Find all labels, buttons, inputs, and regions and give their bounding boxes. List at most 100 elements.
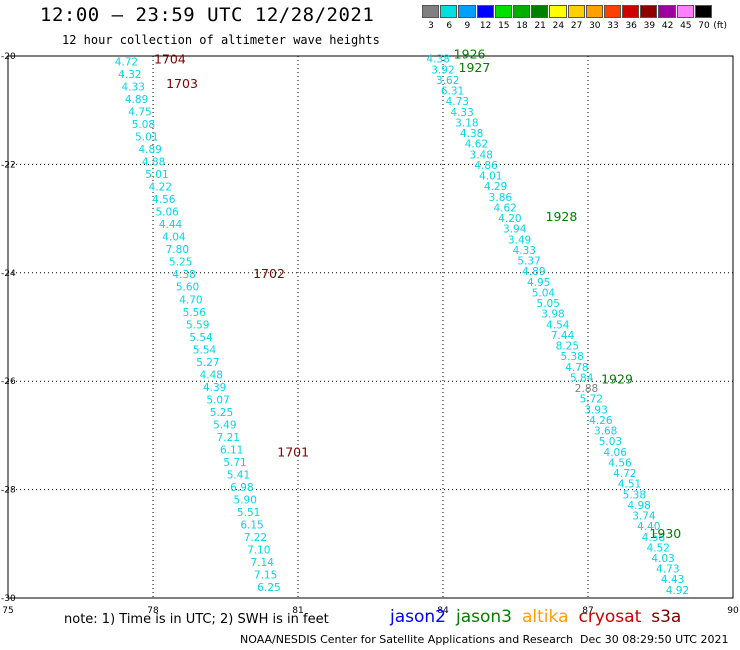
swh-value-label: 3.49: [508, 234, 531, 246]
pass-time-label: 1928: [546, 209, 578, 224]
satellite-legend-s3a: s3a: [651, 607, 682, 627]
scale-swatch-27: [567, 5, 585, 18]
swh-value-label: 4.72: [115, 56, 138, 68]
swh-value-label: 7.14: [251, 557, 275, 569]
scale-label-33: 33: [607, 21, 619, 31]
swh-value-label: 3.48: [470, 149, 493, 161]
scale-label-42: 42: [661, 21, 674, 31]
scale-label-45: 45: [680, 21, 692, 31]
scale-swatch-21: [531, 5, 549, 18]
scale-swatch-42: [658, 5, 676, 18]
satellite-legend-jason3: jason3: [456, 607, 512, 627]
y-tick-label: -22: [1, 160, 16, 170]
map-frame: [7, 55, 734, 599]
swh-value-label: 4.89: [522, 266, 545, 278]
swh-value-label: 5.59: [186, 319, 209, 331]
y-tick-label: -24: [1, 269, 16, 279]
pass-time-label: 1701: [277, 445, 309, 460]
swh-value-label: 5.37: [517, 256, 540, 268]
swh-value-label: 5.05: [537, 298, 560, 310]
swh-value-label: 5.01: [145, 169, 168, 181]
swh-value-label: 4.22: [149, 182, 172, 194]
swh-value-label: 7.80: [166, 244, 189, 256]
swh-value-label: 4.58: [642, 532, 665, 544]
swh-value-label: 8.25: [556, 341, 579, 353]
swh-value-label: 5.38: [623, 489, 646, 501]
satellite-legend-jason2: jason2: [390, 607, 446, 627]
scale-label-36: 36: [625, 21, 637, 31]
timestamp-text: Dec 30 08:29:50 UTC 2021: [580, 633, 729, 646]
swh-value-label: 4.73: [446, 96, 469, 108]
swh-value-label: 4.95: [527, 277, 550, 289]
pass-time-label: 1926: [454, 46, 486, 61]
swh-value-label: 4.33: [450, 107, 473, 119]
swh-value-label: 4.89: [125, 94, 148, 106]
pass-time-label: 1930: [649, 526, 681, 541]
swh-value-label: 4.73: [656, 564, 679, 576]
swh-value-label: 4.54: [546, 319, 570, 331]
footer-credit-line: NOAA/NESDIS Center for Satellite Applica…: [240, 633, 728, 646]
scale-swatch-70: [694, 5, 712, 18]
pass-time-label: 1704: [154, 52, 186, 67]
swh-value-label: 3.18: [455, 117, 478, 129]
color-scale-legend: [422, 5, 713, 18]
swh-value-label: 7.22: [244, 532, 267, 544]
page-title: 12:00 – 23:59 UTC 12/28/2021: [40, 4, 375, 26]
scale-label-24: 24: [552, 21, 565, 31]
swh-value-label: 4.86: [474, 160, 498, 172]
scale-swatch-15: [494, 5, 512, 18]
swh-value-label: 4.62: [493, 202, 516, 214]
scale-swatch-12: [476, 5, 494, 18]
scale-swatch-36: [622, 5, 640, 18]
swh-value-label: 5.27: [196, 357, 219, 369]
scale-label-12: 12: [479, 21, 492, 31]
scale-swatch-3: [422, 5, 440, 18]
scale-swatch-45: [676, 5, 694, 18]
pass-time-label: 1703: [166, 76, 198, 91]
swh-value-label: 5.01: [135, 132, 158, 144]
scale-label-6: 6: [446, 21, 453, 31]
scale-swatch-18: [512, 5, 531, 18]
scale-swatch-9: [458, 5, 476, 18]
swh-value-label: 4.06: [604, 447, 628, 459]
swh-value-label: 2.88: [575, 383, 598, 395]
x-tick-label: 81: [292, 606, 303, 616]
footer-note: note: 1) Time is in UTC; 2) SWH is in fe…: [64, 612, 329, 627]
swh-value-label: 3.62: [436, 75, 459, 87]
x-tick-label: 87: [582, 606, 593, 616]
swh-value-label: 5.84: [570, 372, 594, 384]
swh-value-label: 3.74: [632, 511, 656, 523]
scale-swatch-24: [549, 5, 567, 18]
satellite-legend-altika: altika: [522, 607, 569, 627]
swh-value-label: 3.93: [584, 404, 607, 416]
swh-value-label: 5.41: [227, 470, 250, 482]
swh-value-label: 3.98: [541, 309, 564, 321]
swh-value-label: 5.25: [169, 257, 192, 269]
scale-label-27: 27: [570, 21, 583, 31]
swh-value-label: 5.07: [206, 394, 229, 406]
color-scale-labels: 3 6 9 12 15 18 21 24 27 30 33 36 39 42 45 70 (ft): [420, 21, 740, 33]
scale-swatch-39: [640, 5, 658, 18]
swh-value-label: 3.86: [489, 192, 513, 204]
scale-swatch-33: [603, 5, 622, 18]
y-tick-label: -20: [1, 52, 16, 62]
scale-label-70: 70: [698, 21, 710, 31]
pass-time-label: 1702: [253, 266, 285, 281]
swh-value-label: 4.75: [128, 106, 151, 118]
swh-value-label: 5.03: [599, 436, 622, 448]
swh-value-label: 7.44: [551, 330, 575, 342]
y-tick-label: -26: [1, 377, 16, 387]
swh-value-label: 4.89: [138, 144, 161, 156]
swh-value-label: 7.10: [247, 545, 270, 557]
swh-value-label: 5.51: [237, 507, 260, 519]
swh-value-label: 5.49: [213, 419, 236, 431]
swh-value-label: 4.01: [479, 171, 502, 183]
swh-value-label: 5.71: [223, 457, 246, 469]
swh-value-label: 4.26: [589, 415, 613, 427]
swh-value-label: 4.72: [613, 468, 636, 480]
swh-value-label: 5.54: [189, 332, 213, 344]
swh-value-label: 4.44: [159, 219, 183, 231]
swh-value-label: 6.11: [220, 444, 243, 456]
scale-label-15: 15: [498, 21, 510, 31]
scale-label-3: 3: [428, 21, 434, 31]
